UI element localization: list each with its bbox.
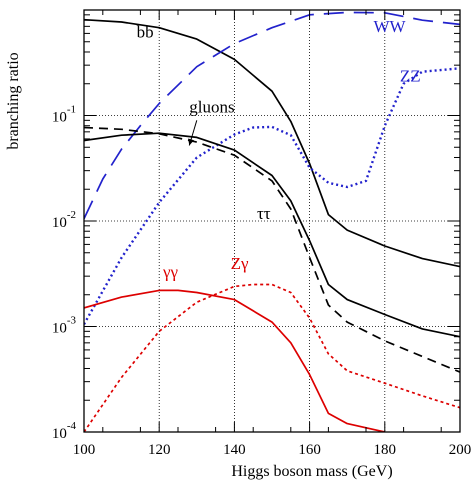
x-tick-label: 120 — [148, 442, 171, 458]
y-tick-label: 10-3 — [52, 315, 77, 337]
x-tick-label: 180 — [374, 442, 397, 458]
x-tick-label: 160 — [298, 442, 321, 458]
series-label: γγ — [162, 263, 179, 282]
series-line-ww — [84, 11, 460, 220]
grid-lines — [84, 10, 460, 432]
x-tick-label: 100 — [73, 442, 96, 458]
series-line-bb — [84, 18, 460, 268]
series-line-gammagamma — [84, 289, 385, 432]
y-tick-base: 10 — [52, 215, 67, 231]
series-label: Zγ — [231, 254, 249, 273]
series-line-zz — [84, 67, 460, 325]
series-labels: bb WW ZZ gluons ττ γγ Zγ — [137, 17, 421, 282]
y-tick-exponent: -4 — [67, 420, 77, 432]
x-axis-title: Higgs boson mass (GeV) — [231, 463, 392, 480]
y-tick-base: 10 — [52, 110, 67, 126]
y-tick-label: 10-4 — [52, 420, 77, 442]
y-tick-base: 10 — [52, 321, 67, 337]
series-label: ττ — [257, 204, 271, 223]
x-tick-label: 140 — [223, 442, 246, 458]
series-line-tautau — [84, 132, 460, 338]
series-line-zgamma — [84, 283, 460, 432]
y-tick-exponent: -2 — [67, 209, 76, 221]
y-tick-label: 10-1 — [52, 104, 76, 126]
y-tick-label: 10-2 — [52, 209, 76, 231]
gluons-arrow-head — [188, 138, 195, 146]
series-label: ZZ — [400, 67, 421, 86]
series-label: WW — [374, 17, 407, 36]
x-tick-label: 200 — [449, 442, 472, 458]
series-label: gluons — [189, 97, 234, 116]
y-tick-base: 10 — [52, 426, 67, 442]
y-tick-exponent: -3 — [67, 315, 77, 327]
series-line-gluons — [84, 126, 460, 373]
y-tick-exponent: -1 — [67, 104, 76, 116]
y-axis-title: branching ratio — [5, 52, 22, 149]
series-label: bb — [137, 22, 154, 41]
